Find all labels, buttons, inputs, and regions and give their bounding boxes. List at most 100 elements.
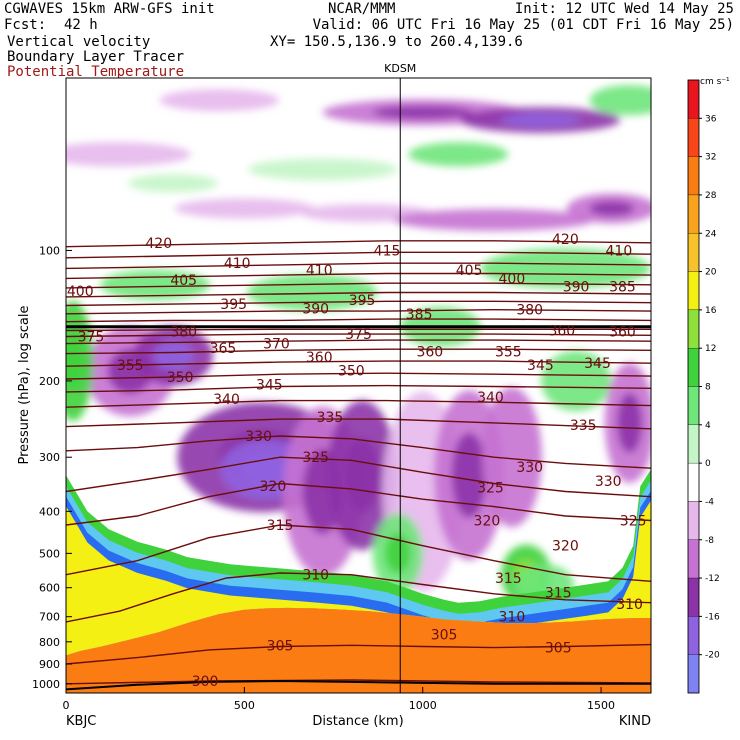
theta-label: 345 (256, 378, 283, 394)
colorbar-swatch (687, 309, 700, 349)
x-tick-label: 1000 (409, 699, 437, 712)
model-title: CGWAVES 15km ARW-GFS init (4, 1, 215, 17)
theta-contour-345 (66, 384, 651, 393)
colorbar-swatch (687, 348, 700, 387)
theta-label: 395 (220, 297, 247, 313)
field-vertical-velocity: Vertical velocity (7, 34, 151, 50)
colorbar: 36 32 28 24 20 16 12 8 4 0 -4 -8 -12 -16 -20 (687, 79, 720, 694)
theta-label: 315 (495, 571, 522, 587)
w-blob (174, 198, 315, 219)
y-tick-label: 600 (39, 582, 60, 595)
theta-contour-340 (66, 399, 651, 408)
theta-contour-315 (66, 524, 651, 582)
theta-label: 305 (267, 638, 294, 654)
theta-contour-405 (66, 272, 651, 280)
org-label: NCAR/MMM (328, 1, 396, 17)
colorbar-swatch (687, 654, 700, 694)
theta-label: 320 (474, 514, 501, 530)
w-blob-core (153, 340, 194, 371)
theta-label: 310 (616, 597, 643, 613)
forecast-label: Fcst: (4, 17, 47, 33)
theta-label: 315 (267, 518, 294, 534)
theta-label: 325 (620, 514, 647, 530)
colorbar-swatch (687, 539, 700, 579)
theta-label: 335 (317, 410, 344, 426)
theta-label: 380 (516, 303, 543, 319)
theta-label: 385 (609, 279, 636, 295)
colorbar-swatch (687, 271, 700, 311)
w-blob-core (385, 533, 411, 574)
theta-label: 410 (306, 263, 333, 279)
theta-label: 300 (192, 674, 219, 690)
plot-area: 420 410 415 420 410 400 405 410 405 400 390 385 395 3… (66, 78, 651, 693)
tracer-contour (66, 679, 651, 691)
y-tick-label: 900 (39, 658, 60, 671)
colorbar-label: 16 (705, 306, 717, 316)
theta-label: 310 (302, 568, 329, 584)
valid-time: Valid: 06 UTC Fri 16 May 25 (01 CDT Fri … (312, 17, 734, 33)
y-tick-label: 700 (39, 611, 60, 624)
theta-label: 360 (609, 325, 636, 341)
theta-label: 355 (117, 358, 144, 374)
w-blob-core (372, 105, 473, 119)
y-tick-label: 800 (39, 636, 60, 649)
colorbar-swatch (687, 462, 700, 502)
theta-label: 360 (548, 323, 575, 339)
colorbar-label: 0 (705, 459, 711, 469)
theta-label: 350 (167, 370, 194, 386)
colorbar-label: 28 (705, 191, 717, 201)
theta-label: 330 (595, 474, 622, 490)
y-tick-label: 1000 (32, 678, 60, 691)
theta-label: 345 (584, 356, 611, 372)
field-boundary-layer-tracer: Boundary Layer Tracer (7, 49, 185, 65)
theta-contour-300 (66, 679, 651, 685)
colorbar-label: -20 (705, 651, 720, 661)
theta-label: 400 (499, 271, 526, 287)
y-tick-label: 400 (39, 505, 60, 518)
colorbar-swatch (687, 616, 700, 655)
w-blob (481, 387, 542, 528)
theta-label: 305 (545, 641, 572, 657)
theta-contour-350 (66, 372, 651, 380)
colorbar-label: -12 (705, 574, 720, 584)
w-blob (66, 142, 191, 167)
cross-section-coords: XY= 150.5,136.9 to 260.4,139.6 (270, 34, 523, 50)
theta-contours (66, 240, 651, 685)
theta-label: 420 (552, 232, 579, 248)
theta-contour-365 (66, 339, 651, 345)
theta-label: 360 (306, 350, 333, 366)
y-axis-title: Pressure (hPa), log scale (17, 306, 32, 465)
w-blob (247, 158, 398, 181)
theta-label: 380 (170, 325, 197, 341)
theta-label: 415 (374, 243, 401, 259)
x-tick-label: 0 (63, 699, 70, 712)
theta-label: 325 (477, 480, 504, 496)
theta-contour-305 (66, 643, 651, 665)
theta-contour-370 (66, 333, 651, 338)
theta-label: 330 (516, 460, 543, 476)
init-time: Init: 12 UTC Wed 14 May 25 (514, 1, 734, 17)
theta-label: 335 (570, 418, 597, 434)
theta-contour-395 (66, 291, 651, 298)
w-blob (159, 89, 280, 112)
x-tick-label: 500 (234, 699, 255, 712)
theta-label: 420 (145, 236, 172, 252)
field-potential-temperature: Potential Temperature (7, 64, 185, 80)
x-axis-title: Distance (km) (312, 714, 403, 729)
x-right-endpoint: KIND (619, 714, 651, 729)
y-tick-label: 300 (39, 451, 60, 464)
colorbar-swatch (687, 118, 700, 157)
theta-contour-400 (66, 282, 651, 289)
theta-label: 370 (263, 337, 290, 353)
colorbar-label: -8 (705, 536, 714, 546)
w-blob (589, 85, 651, 116)
theta-contour-320 (66, 482, 651, 526)
theta-label: 385 (406, 307, 433, 323)
theta-contour-385 (66, 308, 651, 315)
theta-label: 395 (349, 293, 376, 309)
w-blob-core (344, 437, 380, 513)
theta-contour-415 (66, 251, 651, 259)
y-tick-label: 100 (39, 244, 60, 257)
x-axis: 0 500 1000 1500 (63, 687, 615, 712)
